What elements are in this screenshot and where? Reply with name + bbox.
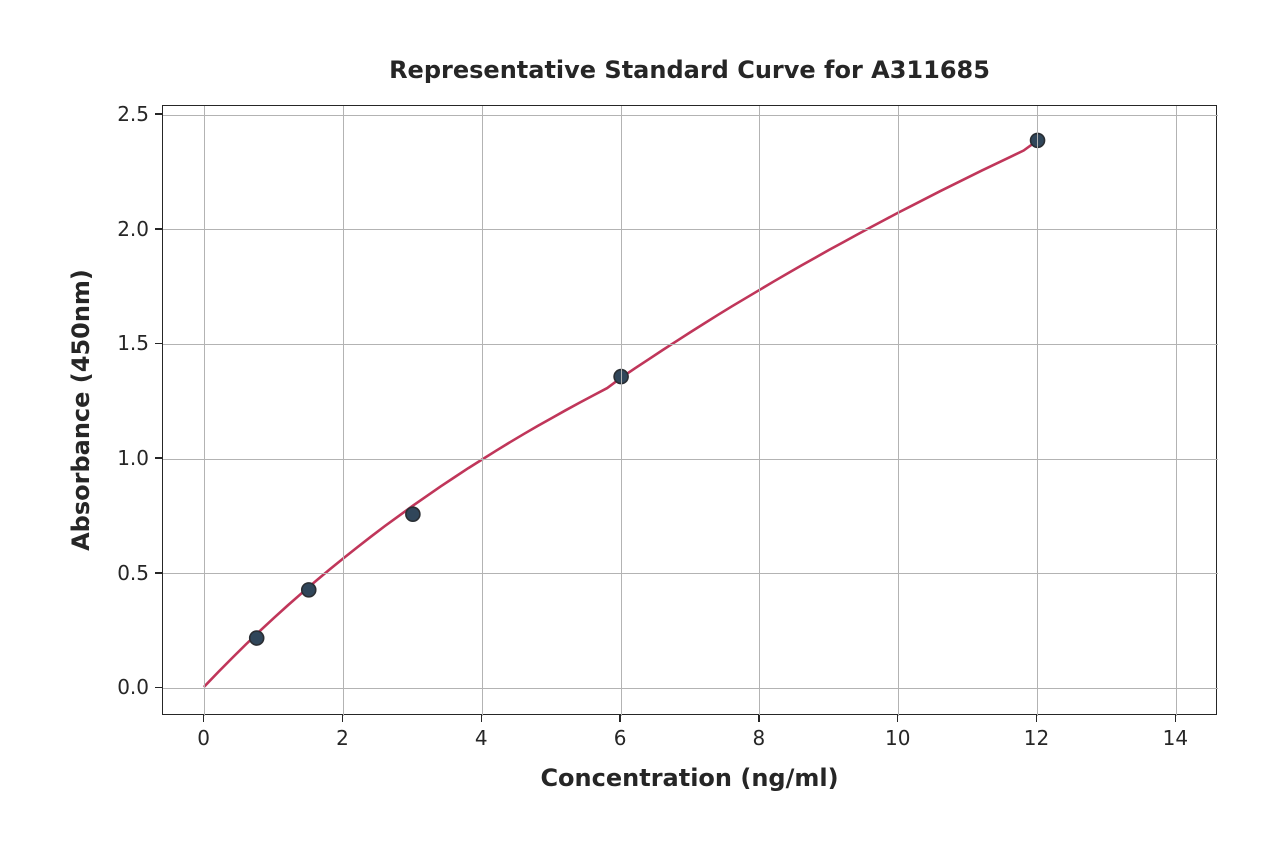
x-tick-mark — [342, 715, 343, 722]
x-tick-label: 14 — [1163, 726, 1188, 750]
y-grid-line — [163, 344, 1218, 345]
y-tick-mark — [155, 113, 162, 114]
chart-title: Representative Standard Curve for A31168… — [389, 56, 990, 84]
chart-figure: Representative Standard Curve for A31168… — [0, 0, 1280, 845]
y-tick-mark — [155, 457, 162, 458]
x-tick-label: 0 — [197, 726, 210, 750]
y-grid-line — [163, 115, 1218, 116]
y-grid-line — [163, 688, 1218, 689]
y-tick-label: 2.0 — [117, 217, 149, 241]
x-grid-line — [1037, 106, 1038, 716]
x-tick-mark — [1036, 715, 1037, 722]
x-grid-line — [621, 106, 622, 716]
x-axis-title: Concentration (ng/ml) — [540, 764, 838, 792]
y-tick-label: 0.5 — [117, 561, 149, 585]
x-grid-line — [759, 106, 760, 716]
x-tick-mark — [897, 715, 898, 722]
x-grid-line — [343, 106, 344, 716]
y-tick-label: 1.5 — [117, 331, 149, 355]
data-point — [302, 583, 316, 597]
x-grid-line — [898, 106, 899, 716]
x-tick-label: 8 — [753, 726, 766, 750]
x-tick-label: 2 — [336, 726, 349, 750]
x-grid-line — [204, 106, 205, 716]
x-tick-label: 10 — [885, 726, 910, 750]
y-tick-label: 0.0 — [117, 675, 149, 699]
x-tick-mark — [758, 715, 759, 722]
y-tick-mark — [155, 228, 162, 229]
x-tick-label: 12 — [1024, 726, 1049, 750]
data-point — [406, 507, 420, 521]
y-tick-mark — [155, 343, 162, 344]
y-tick-label: 2.5 — [117, 102, 149, 126]
x-grid-line — [1176, 106, 1177, 716]
x-tick-mark — [481, 715, 482, 722]
x-tick-label: 4 — [475, 726, 488, 750]
plot-area — [162, 105, 1217, 715]
plot-svg — [163, 106, 1218, 716]
y-tick-mark — [155, 687, 162, 688]
x-tick-mark — [619, 715, 620, 722]
y-grid-line — [163, 229, 1218, 230]
x-tick-label: 6 — [614, 726, 627, 750]
y-grid-line — [163, 459, 1218, 460]
x-tick-mark — [1175, 715, 1176, 722]
y-grid-line — [163, 573, 1218, 574]
y-axis-title: Absorbance (450nm) — [67, 269, 95, 551]
y-tick-mark — [155, 572, 162, 573]
x-tick-mark — [203, 715, 204, 722]
data-point — [250, 631, 264, 645]
x-grid-line — [482, 106, 483, 716]
y-tick-label: 1.0 — [117, 446, 149, 470]
